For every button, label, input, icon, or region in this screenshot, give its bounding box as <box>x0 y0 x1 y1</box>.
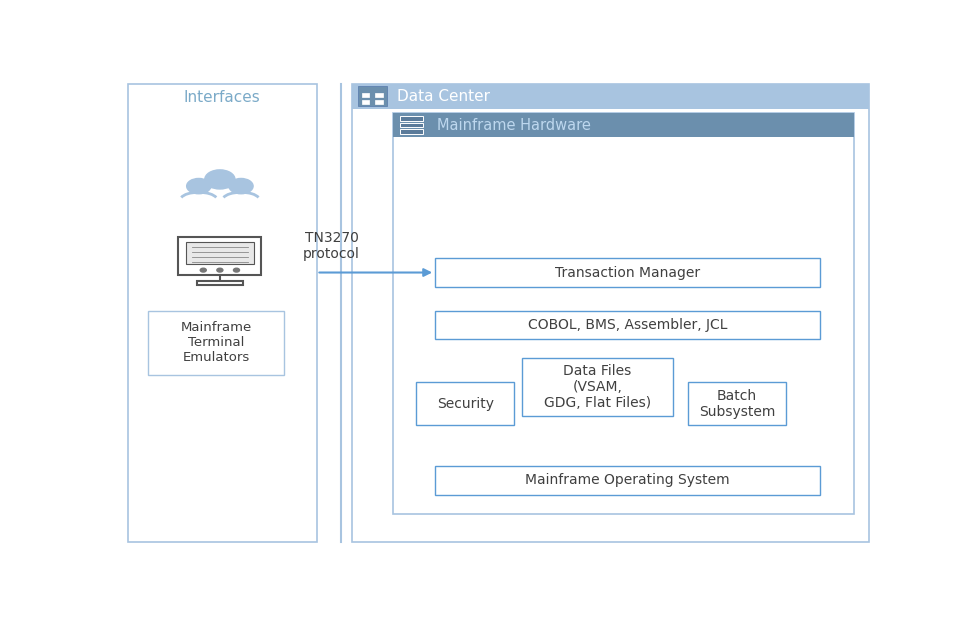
Circle shape <box>187 179 210 193</box>
FancyBboxPatch shape <box>148 311 284 375</box>
Text: Interfaces: Interfaces <box>184 90 260 105</box>
Text: Data Center: Data Center <box>397 89 490 104</box>
FancyBboxPatch shape <box>400 123 423 127</box>
FancyBboxPatch shape <box>375 100 383 104</box>
FancyBboxPatch shape <box>435 466 820 495</box>
Text: Security: Security <box>436 397 494 411</box>
FancyBboxPatch shape <box>522 358 673 416</box>
Circle shape <box>217 268 223 272</box>
FancyBboxPatch shape <box>352 84 869 542</box>
Text: TN3270
protocol: TN3270 protocol <box>303 231 360 262</box>
Text: Mainframe Hardware: Mainframe Hardware <box>437 118 591 133</box>
FancyBboxPatch shape <box>361 93 369 97</box>
Circle shape <box>229 179 253 193</box>
Text: Mainframe
Terminal
Emulators: Mainframe Terminal Emulators <box>180 321 251 365</box>
Circle shape <box>205 170 235 189</box>
Text: Transaction Manager: Transaction Manager <box>555 265 700 280</box>
FancyBboxPatch shape <box>361 100 369 104</box>
Text: Batch
Subsystem: Batch Subsystem <box>698 389 775 419</box>
FancyBboxPatch shape <box>435 311 820 339</box>
FancyBboxPatch shape <box>128 84 317 542</box>
FancyBboxPatch shape <box>435 258 820 287</box>
FancyBboxPatch shape <box>688 383 786 425</box>
Text: Mainframe Operating System: Mainframe Operating System <box>525 473 730 487</box>
FancyBboxPatch shape <box>197 281 243 285</box>
Text: COBOL, BMS, Assembler, JCL: COBOL, BMS, Assembler, JCL <box>528 318 728 332</box>
FancyBboxPatch shape <box>358 86 387 107</box>
FancyBboxPatch shape <box>186 242 254 264</box>
Circle shape <box>201 268 206 272</box>
FancyBboxPatch shape <box>375 93 383 97</box>
FancyBboxPatch shape <box>352 84 869 108</box>
FancyBboxPatch shape <box>397 115 426 136</box>
Circle shape <box>234 268 240 272</box>
FancyBboxPatch shape <box>416 383 514 425</box>
FancyBboxPatch shape <box>393 113 854 513</box>
FancyBboxPatch shape <box>400 117 423 121</box>
FancyBboxPatch shape <box>178 237 261 275</box>
FancyBboxPatch shape <box>400 129 423 133</box>
Text: Data Files
(VSAM,
GDG, Flat Files): Data Files (VSAM, GDG, Flat Files) <box>543 364 651 410</box>
FancyBboxPatch shape <box>393 113 854 138</box>
